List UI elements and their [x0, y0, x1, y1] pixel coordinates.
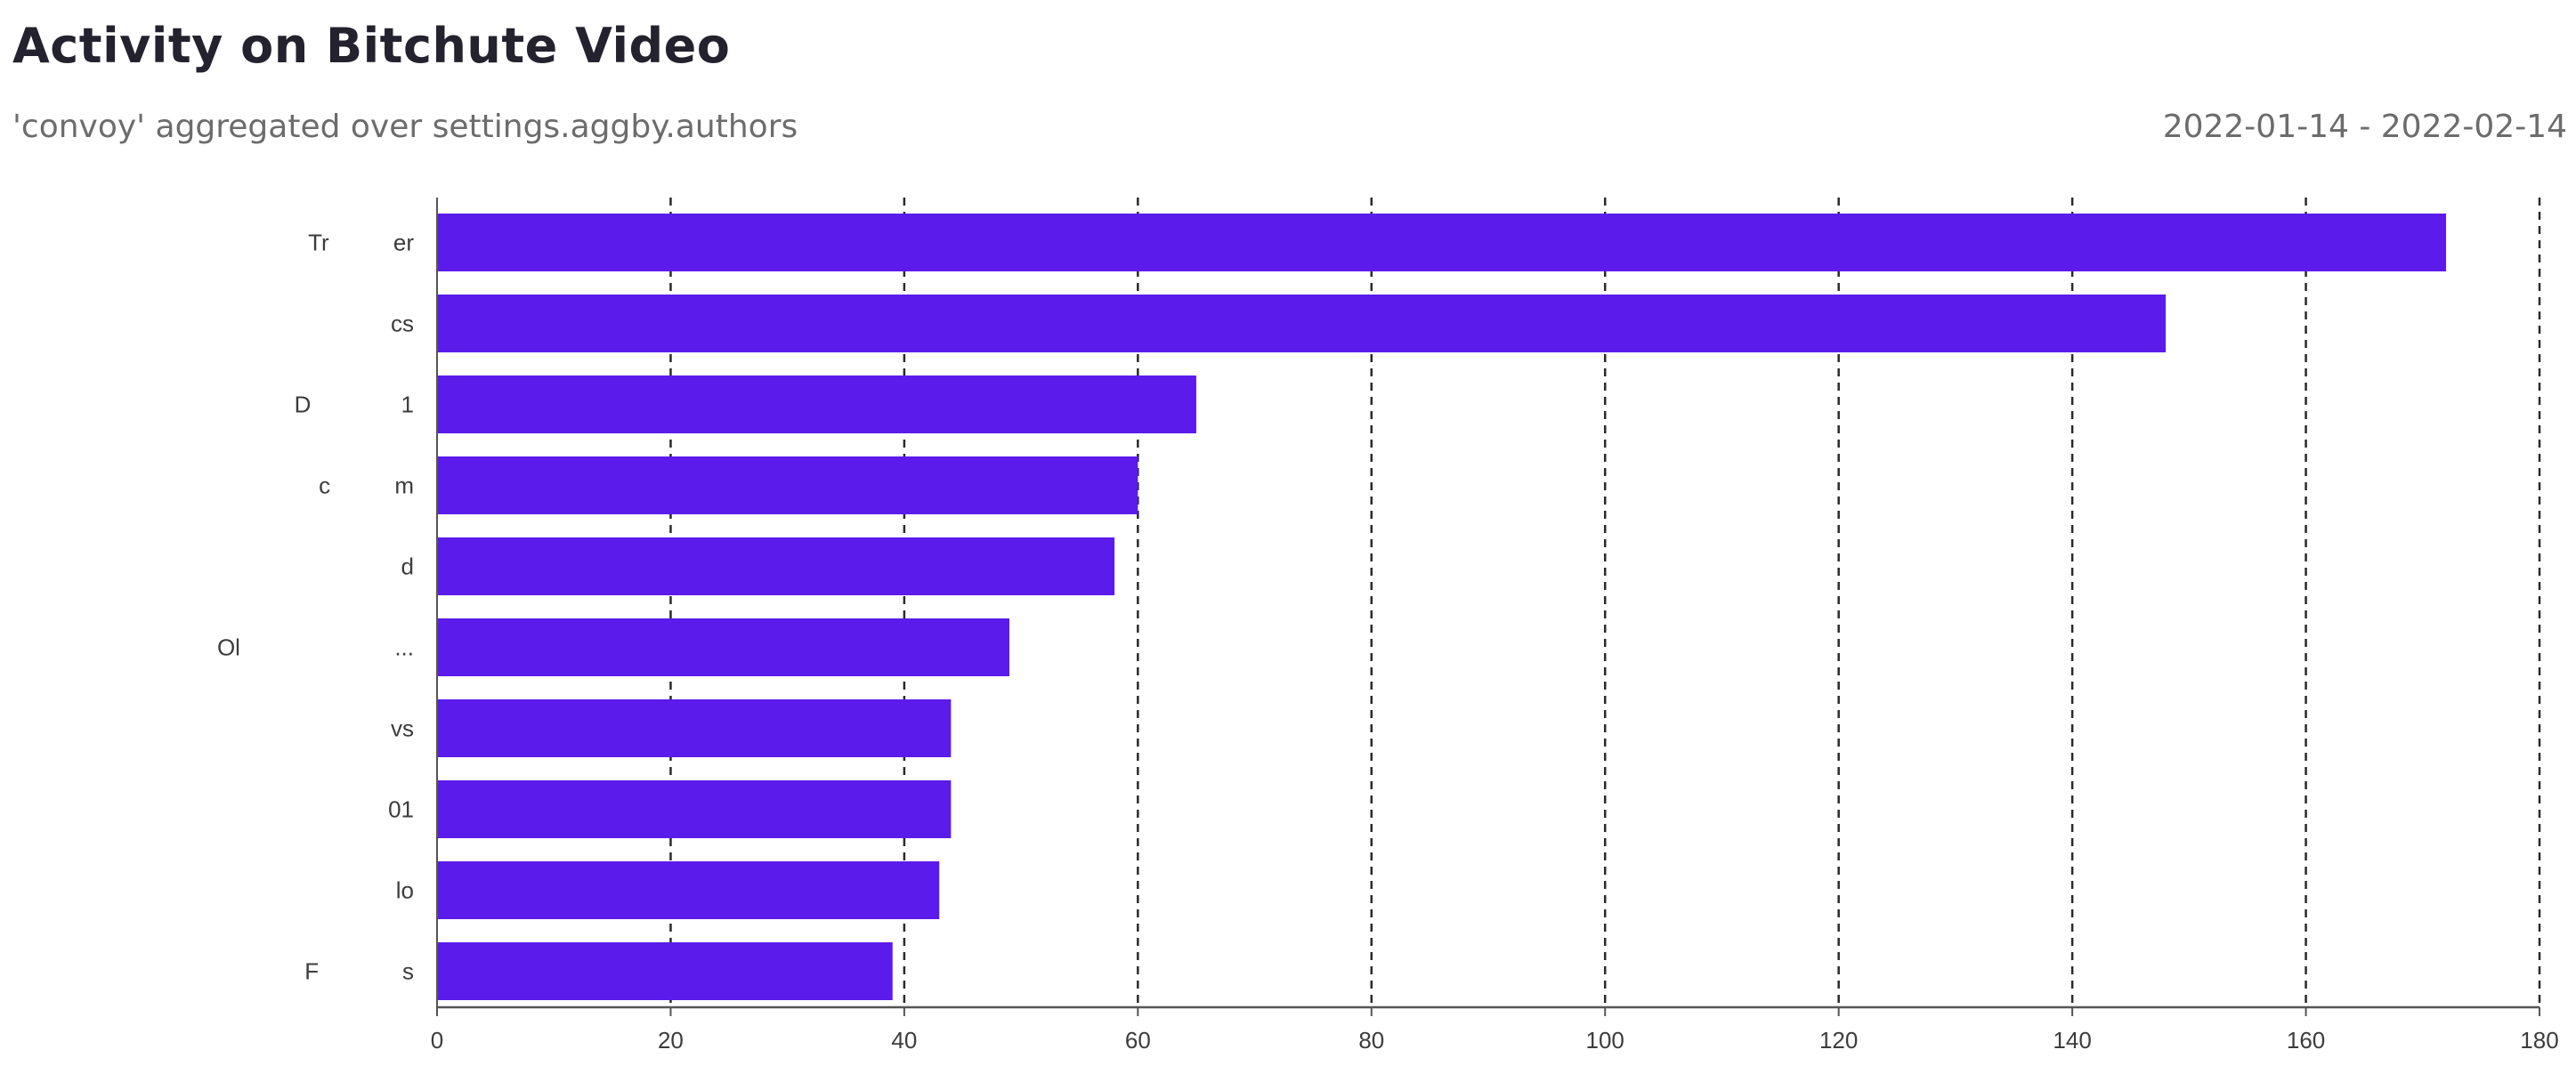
category-label-3: D 1: [295, 392, 414, 418]
x-tick-label-20: 20: [658, 1027, 684, 1054]
category-label-2: cs: [391, 311, 414, 337]
category-label-7: vs: [391, 715, 414, 742]
x-tick-label-0: 0: [431, 1027, 443, 1054]
x-tick-label-80: 80: [1358, 1027, 1384, 1054]
category-label-1: Tr er: [308, 230, 414, 256]
bar-10[interactable]: [437, 942, 893, 1000]
x-tick-label-60: 60: [1125, 1027, 1151, 1054]
x-tick-label-100: 100: [1586, 1027, 1624, 1054]
bar-8[interactable]: [437, 780, 952, 838]
x-tick-label-180: 180: [2520, 1027, 2558, 1054]
category-label-9: lo: [396, 877, 414, 904]
category-label-6: Ol ...: [217, 634, 414, 661]
category-label-8: 01: [388, 796, 414, 823]
chart-subtitle: 'convoy' aggregated over settings.aggby.…: [12, 109, 798, 145]
x-tick-label-160: 160: [2287, 1027, 2325, 1054]
bar-4[interactable]: [437, 456, 1138, 514]
category-label-5: d: [401, 553, 414, 580]
axes: [436, 198, 2540, 1016]
bar-5[interactable]: [437, 537, 1115, 595]
bar-1[interactable]: [437, 214, 2447, 271]
chart-title: Activity on Bitchute Video: [12, 18, 731, 74]
x-tick-label-40: 40: [891, 1027, 917, 1054]
x-tick-labels: 0 20 40 60 80 100 120 140 160 180: [431, 1027, 2559, 1054]
x-tick-label-140: 140: [2053, 1027, 2091, 1054]
bar-6[interactable]: [437, 618, 1009, 676]
bar-7[interactable]: [437, 699, 952, 757]
bars: [437, 214, 2447, 1000]
date-range: 2022-01-14 - 2022-02-14: [2162, 109, 2567, 145]
category-labels: Tr er cs D 1 c m d Ol ... vs 01 lo F s: [217, 230, 414, 985]
x-tick-label-120: 120: [1819, 1027, 1858, 1054]
bar-9[interactable]: [437, 861, 940, 919]
category-label-10: F s: [304, 958, 414, 985]
bar-3[interactable]: [437, 375, 1196, 433]
bar-2[interactable]: [437, 295, 2167, 352]
category-label-4: c m: [319, 472, 414, 499]
